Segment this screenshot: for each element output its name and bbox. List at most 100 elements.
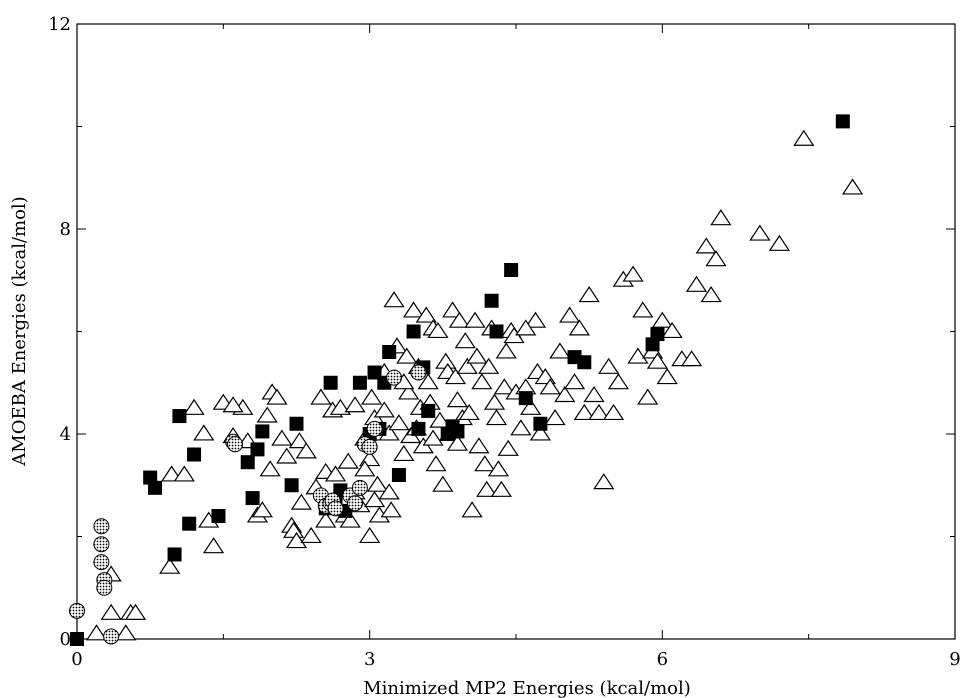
- triangle-point: [490, 480, 512, 497]
- square-point: [250, 442, 265, 457]
- triangle-point: [429, 411, 451, 428]
- y-tick-label: 4: [60, 424, 71, 445]
- square-point: [484, 293, 499, 308]
- triangle-point: [515, 319, 537, 336]
- triangle-point: [661, 321, 683, 339]
- triangle-point: [705, 250, 727, 267]
- x-tick-label: 3: [364, 649, 375, 670]
- triangle-point: [539, 378, 561, 395]
- axis-tick-labels: 0 3 6 9 0 4 8 12: [48, 14, 961, 670]
- triangle-point: [396, 347, 418, 364]
- triangle-point: [251, 501, 273, 518]
- triangle-point: [441, 301, 464, 318]
- square-point: [450, 424, 465, 439]
- triangle-point: [656, 368, 678, 385]
- triangle-point: [359, 526, 381, 544]
- triangle-point: [841, 178, 864, 195]
- triangle-point: [524, 311, 547, 328]
- square-point: [352, 375, 367, 390]
- triangle-point: [398, 383, 420, 400]
- triangle-point: [378, 483, 400, 500]
- triangle-point: [380, 501, 402, 518]
- circle-point: [227, 436, 244, 453]
- triangle-point: [563, 373, 586, 390]
- triangle-point: [339, 511, 361, 528]
- triangle-point: [432, 475, 454, 492]
- triangle-point: [256, 406, 278, 423]
- circle-point: [386, 369, 403, 386]
- triangle-point: [602, 403, 625, 421]
- square-point: [533, 416, 548, 431]
- triangle-point: [646, 352, 669, 369]
- triangle-point: [444, 368, 467, 385]
- square-point: [211, 509, 226, 523]
- square-point: [406, 324, 421, 339]
- square-point: [172, 409, 187, 424]
- triangle-point: [476, 480, 498, 497]
- triangle-point: [464, 311, 486, 328]
- triangle-point: [295, 442, 317, 459]
- triangle-point: [485, 409, 508, 426]
- triangle-point: [300, 526, 322, 544]
- triangle-point: [474, 455, 496, 472]
- square-point: [650, 327, 665, 342]
- y-tick-label: 12: [48, 14, 71, 35]
- triangle-point: [310, 388, 332, 405]
- triangle-point: [627, 347, 649, 364]
- triangle-point: [393, 444, 415, 462]
- triangle-point: [315, 511, 337, 528]
- square-point: [148, 480, 163, 495]
- triangle-point: [544, 409, 566, 426]
- y-axis-title: AMOEBA Energies (kcal/mol): [9, 196, 30, 466]
- triangle-point: [768, 234, 791, 251]
- triangle-point: [285, 532, 308, 549]
- triangle-point: [290, 493, 312, 510]
- triangle-point: [337, 452, 359, 469]
- triangle-point: [598, 357, 620, 374]
- triangle-point: [448, 311, 471, 328]
- y-tick-label: 8: [60, 219, 71, 240]
- triangle-point: [495, 342, 517, 359]
- triangle-point: [487, 460, 510, 477]
- square-point: [489, 324, 504, 339]
- triangle-point: [366, 475, 389, 492]
- triangle-point: [493, 378, 515, 395]
- x-axis-title: Minimized MP2 Energies (kcal/mol): [363, 678, 691, 698]
- triangle-point: [344, 396, 366, 413]
- triangle-point: [124, 603, 147, 620]
- triangle-point: [554, 385, 576, 403]
- triangle-point: [520, 398, 542, 415]
- triangle-point: [588, 403, 610, 421]
- triangle-point: [361, 388, 383, 405]
- circle-point: [351, 479, 368, 496]
- triangle-point: [100, 603, 122, 620]
- square-point: [70, 632, 84, 646]
- triangle-point: [622, 265, 644, 282]
- triangle-point: [466, 347, 488, 364]
- triangle-point: [695, 237, 717, 254]
- square-point: [835, 114, 850, 129]
- circle-point: [361, 438, 378, 455]
- circle-point: [347, 495, 364, 512]
- x-tick-label: 9: [949, 649, 960, 670]
- circle-point: [93, 554, 110, 571]
- triangle-point: [266, 388, 288, 405]
- square-point: [504, 263, 519, 277]
- triangle-point: [583, 385, 605, 403]
- triangle-point: [363, 491, 386, 508]
- triangle-point: [454, 332, 476, 349]
- triangle-point: [183, 398, 205, 415]
- triangle-point: [461, 501, 483, 518]
- triangle-point: [710, 209, 732, 226]
- triangle-point: [593, 473, 615, 490]
- triangle-point: [202, 537, 225, 554]
- triangle-point: [700, 286, 722, 303]
- square-point: [391, 468, 406, 482]
- x-tick-label: 6: [657, 649, 668, 670]
- x-tick-label: 0: [71, 649, 82, 670]
- triangle-point: [115, 624, 137, 641]
- square-point: [167, 547, 182, 562]
- triangle-point: [468, 437, 490, 454]
- triangle-point: [632, 301, 654, 318]
